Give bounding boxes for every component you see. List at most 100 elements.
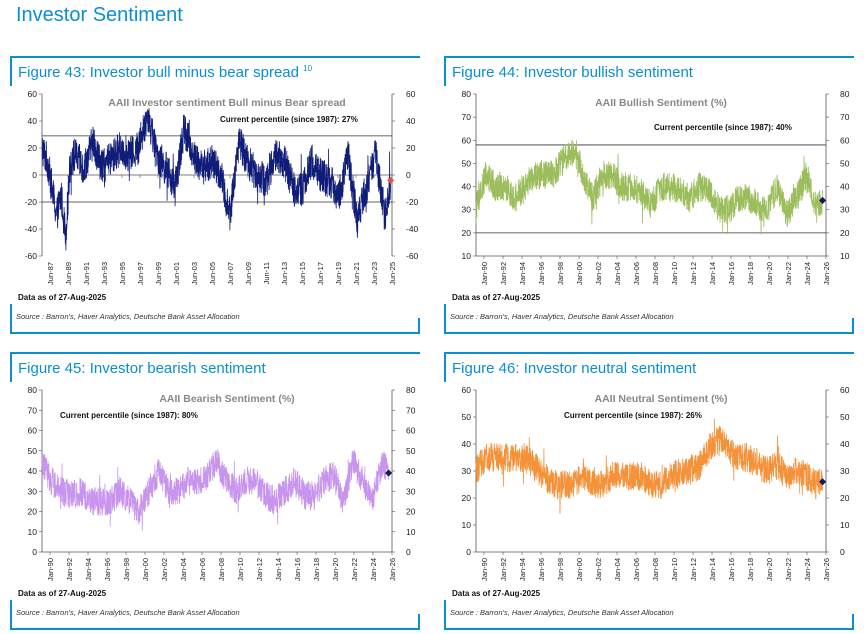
series-line xyxy=(41,449,389,531)
y-tick-label-left: 30 xyxy=(462,205,472,215)
y-tick-label-right: 50 xyxy=(840,158,850,168)
y-tick-label-right: 20 xyxy=(406,507,416,517)
y-tick-label-right: 40 xyxy=(406,116,416,126)
x-tick-label: Jan-16 xyxy=(293,558,302,581)
x-tick-label: Jan-90 xyxy=(480,558,489,581)
x-tick-label: Jan-26 xyxy=(822,262,831,285)
y-tick-label-right: 60 xyxy=(840,135,850,145)
panel-footer xyxy=(10,600,420,630)
x-tick-label: Jan-14 xyxy=(708,558,717,581)
x-tick-label: Jan-00 xyxy=(141,558,150,581)
x-tick-label: Jan-10 xyxy=(670,262,679,285)
x-tick-label: Jun-99 xyxy=(154,262,163,285)
y-tick-label-left: -20 xyxy=(25,197,38,207)
x-tick-label: Jan-24 xyxy=(803,262,812,285)
x-tick-label: Jun-05 xyxy=(208,262,217,285)
y-tick-label-left: 80 xyxy=(462,89,472,99)
x-tick-label: Jan-16 xyxy=(727,262,736,285)
percentile-annotation: Current percentile (since 1987): 40% xyxy=(654,123,792,132)
bullish-sentiment-chart: AAII Bullish Sentiment (%) Current percen… xyxy=(452,89,850,302)
figure-title-text: Figure 43: Investor bull minus bear spre… xyxy=(18,64,299,81)
x-tick-label: Jan-04 xyxy=(179,558,188,581)
figure-46-panel: Figure 46: Investor neutral sentiment AA… xyxy=(444,352,858,630)
y-tick-label-right: 0 xyxy=(406,547,411,557)
panel-footer xyxy=(444,600,854,630)
x-tick-label: Jun-87 xyxy=(46,262,55,285)
x-tick-label: Jan-02 xyxy=(594,558,603,581)
x-tick-label: Jan-04 xyxy=(613,262,622,285)
y-tick-label-right: 60 xyxy=(406,89,416,99)
figure-43-panel: Figure 43: Investor bull minus bear spre… xyxy=(10,56,424,334)
y-tick-label-left: 60 xyxy=(462,135,472,145)
figure-title: Figure 45: Investor bearish sentiment xyxy=(18,360,266,377)
x-tick-label: Jan-92 xyxy=(499,558,508,581)
figure-45-panel: Figure 45: Investor bearish sentiment AA… xyxy=(10,352,424,630)
y-tick-label-right: 50 xyxy=(840,412,850,422)
x-tick-label: Jan-96 xyxy=(537,262,546,285)
data-as-of-note: Data as of 27-Aug-2025 xyxy=(452,293,541,302)
x-tick-label: Jan-10 xyxy=(236,558,245,581)
x-tick-label: Jan-22 xyxy=(350,558,359,581)
figure-title: Figure 46: Investor neutral sentiment xyxy=(452,360,697,377)
x-tick-label: Jun-19 xyxy=(334,262,343,285)
x-tick-label: Jun-03 xyxy=(190,262,199,285)
chart-title: AAII Bullish Sentiment (%) xyxy=(595,97,727,109)
y-tick-label-right: 10 xyxy=(840,520,850,530)
x-tick-label: Jan-18 xyxy=(312,558,321,581)
current-value-marker xyxy=(819,478,827,486)
x-tick-label: Jun-21 xyxy=(352,262,361,285)
x-tick-label: Jun-91 xyxy=(82,262,91,285)
y-tick-label-right: 40 xyxy=(840,182,850,192)
y-tick-label-left: 50 xyxy=(462,412,472,422)
y-tick-label-left: 60 xyxy=(28,89,38,99)
y-tick-label-right: -20 xyxy=(406,197,419,207)
x-tick-label: Jun-13 xyxy=(280,262,289,285)
chart-title: AAII Investor sentiment Bull minus Bear … xyxy=(108,97,345,109)
x-tick-label: Jan-20 xyxy=(765,262,774,285)
y-tick-label-left: 40 xyxy=(28,466,38,476)
y-tick-label-left: 60 xyxy=(28,426,38,436)
source-note: Source : Barron's, Haver Analytics, Deut… xyxy=(450,608,674,617)
y-tick-label-left: 0 xyxy=(466,547,471,557)
x-tick-label: Jan-04 xyxy=(613,558,622,581)
y-tick-label-left: 70 xyxy=(28,405,38,415)
figure-44-panel: Figure 44: Investor bullish sentiment AA… xyxy=(444,56,858,334)
y-tick-label-right: 60 xyxy=(840,385,850,395)
percentile-annotation: Current percentile (since 1987): 80% xyxy=(60,411,198,420)
y-tick-label-right: 10 xyxy=(406,527,416,537)
x-tick-label: Jan-90 xyxy=(480,262,489,285)
x-tick-label: Jan-18 xyxy=(746,558,755,581)
y-tick-label-left: 20 xyxy=(28,507,38,517)
x-tick-label: Jan-10 xyxy=(670,558,679,581)
x-tick-label: Jan-00 xyxy=(575,558,584,581)
y-tick-label-right: 0 xyxy=(840,547,845,557)
y-tick-label-right: 70 xyxy=(406,405,416,415)
x-tick-label: Jan-08 xyxy=(651,558,660,581)
x-tick-label: Jun-07 xyxy=(226,262,235,285)
x-tick-label: Jun-97 xyxy=(136,262,145,285)
y-tick-label-right: 60 xyxy=(406,426,416,436)
x-tick-label: Jun-89 xyxy=(64,262,73,285)
y-tick-label-left: 50 xyxy=(28,446,38,456)
percentile-annotation: Current percentile (since 1987): 27% xyxy=(220,115,358,124)
y-tick-label-left: 40 xyxy=(462,439,472,449)
x-tick-label: Jan-20 xyxy=(331,558,340,581)
current-value-marker xyxy=(385,469,393,477)
y-tick-label-right: -40 xyxy=(406,224,419,234)
source-note: Source : Barron's, Haver Analytics, Deut… xyxy=(450,312,674,321)
percentile-annotation: Current percentile (since 1987): 26% xyxy=(564,411,702,420)
bearish-sentiment-chart: AAII Bearish Sentiment (%) Current percen… xyxy=(18,385,416,598)
y-tick-label-right: 30 xyxy=(406,486,416,496)
x-tick-label: Jun-23 xyxy=(370,262,379,285)
bull-bear-spread-chart: AAII Investor sentiment Bull minus Bear … xyxy=(18,89,419,302)
x-tick-label: Jan-22 xyxy=(784,262,793,285)
x-tick-label: Jan-08 xyxy=(217,558,226,581)
y-tick-label-right: 20 xyxy=(840,493,850,503)
chart-title: AAII Neutral Sentiment (%) xyxy=(594,393,727,405)
y-tick-label-left: 70 xyxy=(462,112,472,122)
x-tick-label: Jan-00 xyxy=(575,262,584,285)
y-tick-label-left: 50 xyxy=(462,158,472,168)
current-value-marker xyxy=(387,176,395,184)
y-tick-label-left: 30 xyxy=(28,486,38,496)
x-tick-label: Jun-09 xyxy=(244,262,253,285)
